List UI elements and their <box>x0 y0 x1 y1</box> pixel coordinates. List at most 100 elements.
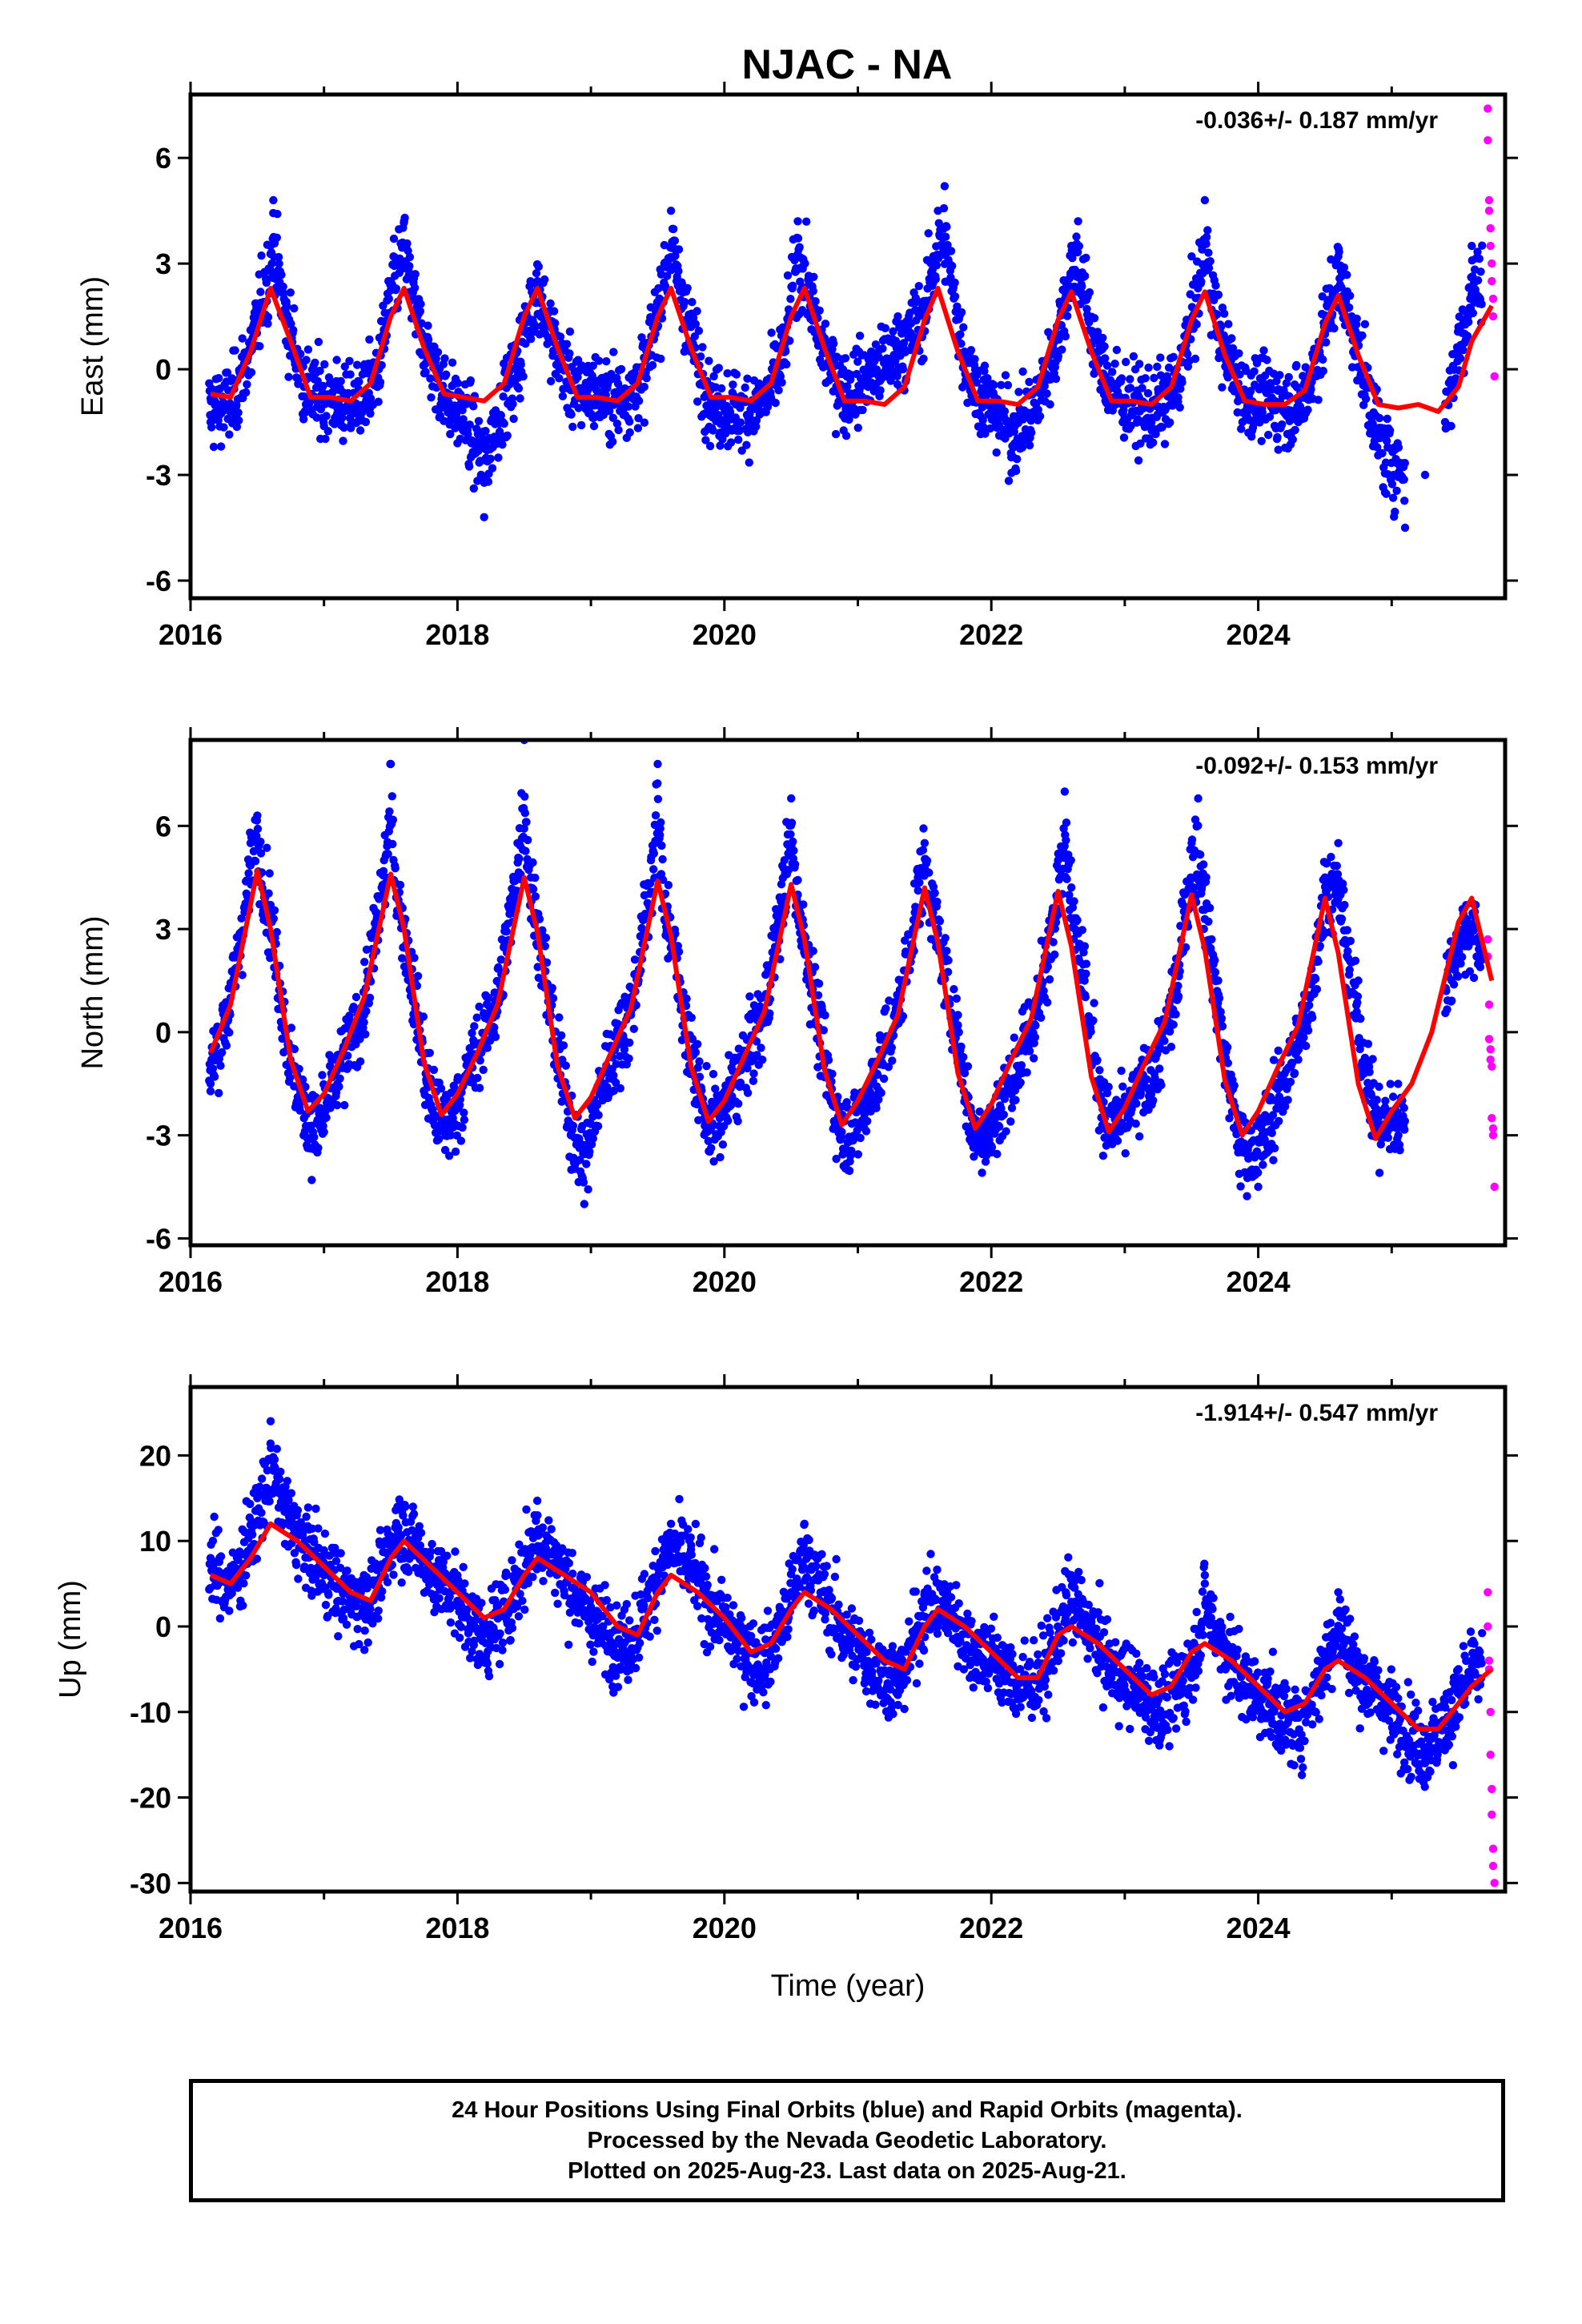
east-cloud-point <box>881 324 890 332</box>
east-cloud-point <box>1014 388 1023 396</box>
east-cloud-point <box>247 368 256 377</box>
north-cloud-point <box>557 1031 566 1040</box>
north-cloud-point <box>709 1120 717 1130</box>
east-cloud-point <box>1400 459 1410 468</box>
east-cloud-point <box>698 343 707 352</box>
east-cloud-point <box>499 392 508 401</box>
east-cloud-point <box>841 432 851 440</box>
east-cloud-point <box>1228 344 1238 353</box>
east-cloud-point <box>970 355 979 364</box>
east-cloud-point <box>411 270 420 279</box>
north-cloud-point <box>942 947 951 955</box>
north-cloud-point <box>472 1013 481 1022</box>
east-cloud-point <box>549 307 559 316</box>
east-cloud-point <box>1318 292 1327 301</box>
east-cloud-point <box>404 247 412 255</box>
east-cloud-point <box>231 346 239 355</box>
north-cloud-point <box>1066 856 1075 865</box>
east-cloud-point <box>565 327 575 336</box>
east-ytick-label: 0 <box>155 353 171 386</box>
north-cloud-point <box>960 1068 970 1078</box>
east-cloud-point <box>674 267 683 275</box>
east-cloud-point <box>1375 413 1384 423</box>
east-cloud-point <box>934 219 943 227</box>
north-cloud-point <box>1043 962 1053 971</box>
east-cloud-point <box>421 368 430 376</box>
east-cloud-point <box>319 381 327 391</box>
east-cloud-point <box>377 360 386 370</box>
east-cloud-point <box>916 312 925 320</box>
east-cloud-point <box>1110 360 1119 368</box>
east-cloud-point <box>853 357 862 366</box>
east-cloud-point <box>981 429 990 438</box>
north-cloud-point <box>695 1072 705 1081</box>
north-cloud-point <box>872 1104 881 1112</box>
east-final-point <box>453 417 462 427</box>
north-cloud-point <box>548 983 556 992</box>
east-cloud-point <box>694 326 704 336</box>
east-cloud-point <box>716 441 725 450</box>
east-cloud-point <box>953 302 962 311</box>
east-cloud-point <box>1143 388 1153 398</box>
east-final-point <box>920 301 930 311</box>
east-cloud-point <box>1158 423 1166 432</box>
north-cloud-point <box>524 835 532 845</box>
east-cloud-point <box>950 278 959 287</box>
east-cloud-point <box>1303 405 1312 414</box>
north-cloud-point <box>208 1064 218 1073</box>
north-cloud-point <box>617 999 626 1007</box>
east-cloud-point <box>1206 257 1215 266</box>
east-final-point <box>269 195 278 205</box>
east-cloud-point <box>1373 443 1382 452</box>
north-cloud-point <box>656 818 665 827</box>
east-cloud-point <box>1344 303 1354 312</box>
north-cloud-point <box>388 815 398 824</box>
north-cloud-point <box>1037 1013 1046 1023</box>
east-cloud-point <box>1265 412 1275 421</box>
east-cloud-point <box>256 287 265 296</box>
east-cloud-point <box>1473 247 1482 256</box>
east-cloud-point <box>1149 438 1158 447</box>
north-cloud-point <box>888 1056 897 1065</box>
east-cloud-point <box>576 420 586 430</box>
east-cloud-point <box>1151 429 1160 439</box>
east-cloud-point <box>1250 367 1259 376</box>
east-final-point <box>793 217 802 226</box>
east-cloud-point <box>1382 436 1391 445</box>
north-cloud-point <box>1104 1083 1113 1092</box>
north-cloud-point <box>1174 981 1182 991</box>
north-cloud-point <box>1090 999 1098 1007</box>
north-cloud-point <box>954 1021 962 1030</box>
east-cloud-point <box>1202 232 1211 242</box>
north-cloud-point <box>930 888 939 898</box>
north-cloud-point <box>470 1022 479 1031</box>
east-cloud-point <box>321 434 330 444</box>
north-cloud-point <box>658 854 667 864</box>
east-final-point <box>346 407 355 416</box>
east-final-point <box>934 207 942 215</box>
north-cloud-point <box>1160 1036 1169 1045</box>
east-final-point <box>800 259 809 268</box>
east-cloud-point <box>1274 445 1283 454</box>
north-cloud-point <box>707 1144 716 1152</box>
east-final-point <box>1454 323 1463 332</box>
east-cloud-point <box>924 229 933 238</box>
east-cloud-point <box>1319 355 1327 364</box>
north-cloud-point <box>879 1074 889 1084</box>
east-cloud-point <box>1003 380 1013 390</box>
north-cloud-point <box>677 1035 687 1045</box>
east-cloud-point <box>432 354 440 364</box>
east-cloud-point <box>743 374 752 383</box>
east-final-point <box>1200 195 1210 205</box>
east-cloud-point <box>634 396 644 405</box>
north-cloud-point <box>629 1024 638 1034</box>
north-cloud-point <box>918 846 928 854</box>
north-cloud-point <box>1007 1104 1017 1112</box>
north-cloud-point <box>355 1057 365 1066</box>
east-cloud-point <box>1459 345 1468 355</box>
north-cloud-point <box>789 846 798 855</box>
east-cloud-point <box>725 408 735 416</box>
north-cloud-point <box>360 958 369 967</box>
north-cloud-point <box>922 856 932 866</box>
north-cloud-point <box>609 1086 619 1096</box>
